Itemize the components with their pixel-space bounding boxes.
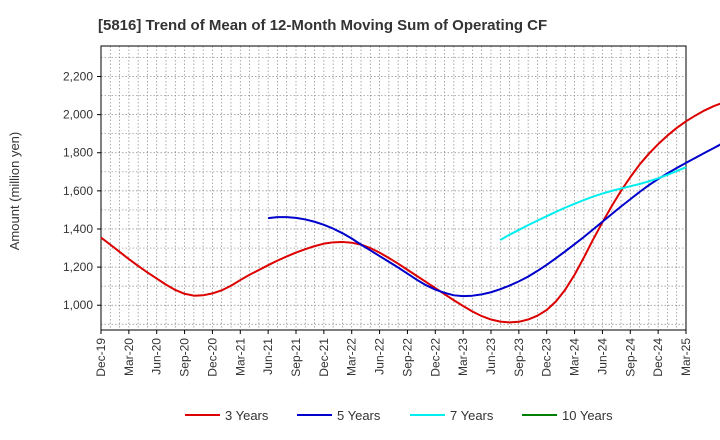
- legend-label: 3 Years: [225, 408, 269, 423]
- x-tick-label: Sep-22: [400, 338, 414, 377]
- x-tick-label: Sep-24: [623, 338, 637, 377]
- x-tick-label: Dec-20: [205, 338, 219, 377]
- series-line-7-years: [499, 166, 687, 241]
- y-tick-label: 2,200: [63, 69, 93, 83]
- x-tick-label: Sep-20: [178, 338, 192, 377]
- x-tick-label: Jun-20: [150, 338, 164, 375]
- series-line-3-years: [100, 102, 720, 324]
- x-tick-label: Jun-24: [595, 338, 609, 375]
- x-tick-label: Dec-24: [651, 338, 665, 377]
- x-tick-label: Sep-23: [512, 338, 526, 377]
- x-tick-label: Sep-21: [289, 338, 303, 377]
- x-tick-label: Mar-24: [568, 338, 582, 376]
- series-lines: [100, 102, 720, 324]
- x-tick-label: Dec-22: [428, 338, 442, 377]
- y-tick-label: 1,400: [63, 222, 93, 236]
- x-tick-label: Dec-19: [94, 338, 108, 377]
- y-tick-label: 1,000: [63, 298, 93, 312]
- legend-label: 5 Years: [337, 408, 381, 423]
- y-tick-label: 1,800: [63, 146, 93, 160]
- x-tick-label: Mar-21: [233, 338, 247, 376]
- x-tick-label: Jun-22: [373, 338, 387, 375]
- x-tick-label: Jun-23: [484, 338, 498, 375]
- y-axis-ticks: 1,000 1,200 1,400 1,600 1,800 2,000 2,200: [63, 69, 101, 312]
- legend-label: 7 Years: [450, 408, 494, 423]
- plot-area-frame: [100, 45, 687, 331]
- chart-title: [5816] Trend of Mean of 12-Month Moving …: [98, 17, 547, 34]
- x-tick-label: Jun-21: [261, 338, 275, 375]
- y-axis-title: Amount (million yen): [7, 132, 22, 251]
- x-tick-label: Dec-21: [317, 338, 331, 377]
- y-tick-label: 2,000: [63, 108, 93, 122]
- x-tick-label: Mar-23: [456, 338, 470, 376]
- legend: 3 Years 5 Years 7 Years 10 Years: [185, 408, 613, 423]
- series-line-5-years: [268, 143, 720, 298]
- y-tick-label: 1,200: [63, 260, 93, 274]
- x-tick-label: Mar-20: [122, 338, 136, 376]
- x-axis-ticks: Dec-19 Mar-20 Jun-20 Sep-20 Dec-20 Mar-21 Jun-…: [94, 330, 693, 377]
- x-tick-label: Dec-23: [540, 338, 554, 377]
- y-tick-label: 1,600: [63, 184, 93, 198]
- x-tick-label: Mar-25: [679, 338, 693, 376]
- legend-label: 10 Years: [562, 408, 613, 423]
- x-tick-label: Mar-22: [345, 338, 359, 376]
- gridlines: [101, 46, 686, 330]
